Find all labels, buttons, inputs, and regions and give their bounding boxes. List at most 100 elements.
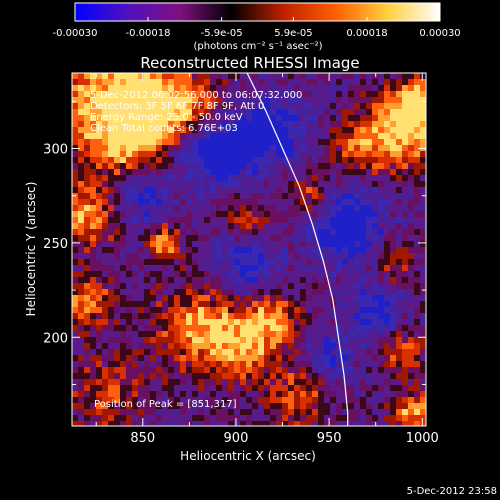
heatmap-cell (150, 157, 157, 164)
heatmap-cell (258, 397, 265, 404)
heatmap-cell (168, 175, 175, 182)
heatmap-cell (228, 205, 235, 212)
heatmap-cell (252, 187, 259, 194)
heatmap-cell (126, 391, 133, 398)
heatmap-cell (78, 385, 85, 392)
heatmap-cell (330, 343, 337, 350)
heatmap-cell (324, 175, 331, 182)
heatmap-cell (150, 331, 157, 338)
heatmap-cell (420, 121, 426, 128)
heatmap-cell (96, 79, 103, 86)
heatmap-cell (312, 307, 319, 314)
heatmap-cell (342, 307, 349, 314)
heatmap-cell (300, 217, 307, 224)
heatmap-cell (372, 415, 379, 422)
heatmap-cell (336, 283, 343, 290)
heatmap-cell (90, 391, 97, 398)
heatmap-cell (114, 139, 121, 146)
heatmap-cell (408, 325, 415, 332)
heatmap-cell (102, 151, 109, 158)
heatmap-cell (306, 265, 313, 272)
colorbar-tick-label: 0.00018 (346, 28, 387, 39)
heatmap-cell (306, 349, 313, 356)
heatmap-cell (186, 151, 193, 158)
heatmap-cell (252, 319, 259, 326)
heatmap-cell (276, 343, 283, 350)
heatmap-cell (168, 133, 175, 140)
heatmap-cell (258, 325, 265, 332)
heatmap-cell (240, 121, 247, 128)
heatmap-cell (270, 241, 277, 248)
heatmap-cell (384, 307, 391, 314)
heatmap-cell (216, 175, 223, 182)
heatmap-cell (258, 109, 265, 116)
heatmap-cell (114, 157, 121, 164)
heatmap-cell (162, 259, 169, 266)
heatmap-cell (318, 109, 325, 116)
heatmap-cell (264, 241, 271, 248)
heatmap-cell (348, 397, 355, 404)
heatmap-cell (288, 373, 295, 380)
heatmap-cell (198, 361, 205, 368)
heatmap-cell (252, 403, 259, 410)
heatmap-cell (354, 121, 361, 128)
heatmap-cell (246, 181, 253, 188)
heatmap-cell (192, 259, 199, 266)
heatmap-cell (354, 235, 361, 242)
heatmap-cell (162, 91, 169, 98)
heatmap-cell (354, 241, 361, 248)
heatmap-cell (144, 103, 151, 110)
heatmap-cell (330, 289, 337, 296)
heatmap-cell (348, 103, 355, 110)
heatmap-cell (222, 217, 229, 224)
heatmap-cell (222, 331, 229, 338)
heatmap-cell (396, 85, 403, 92)
heatmap-cell (144, 253, 151, 260)
heatmap-cell (96, 277, 103, 284)
heatmap-cell (204, 397, 211, 404)
heatmap-cell (294, 313, 301, 320)
heatmap-cell (366, 259, 373, 266)
heatmap-cell (378, 139, 385, 146)
heatmap-cell (420, 391, 426, 398)
heatmap-cell (222, 223, 229, 230)
heatmap-cell (336, 385, 343, 392)
heatmap-cell (156, 307, 163, 314)
heatmap-cell (180, 151, 187, 158)
heatmap-cell (84, 265, 91, 272)
heatmap-cell (72, 79, 79, 86)
heatmap-cell (186, 223, 193, 230)
heatmap-cell (144, 217, 151, 224)
heatmap-cell (270, 421, 277, 426)
heatmap-cell (372, 169, 379, 176)
heatmap-cell (180, 355, 187, 362)
heatmap-cell (132, 163, 139, 170)
heatmap-cell (306, 139, 313, 146)
heatmap-cell (354, 271, 361, 278)
heatmap-cell (246, 193, 253, 200)
heatmap-cell (354, 247, 361, 254)
heatmap-cell (120, 199, 127, 206)
heatmap-cell (246, 373, 253, 380)
heatmap-cell (240, 127, 247, 134)
heatmap-cell (396, 139, 403, 146)
heatmap-cell (246, 97, 253, 104)
heatmap-cell (282, 415, 289, 422)
heatmap-cell (300, 115, 307, 122)
heatmap-cell (330, 97, 337, 104)
colorbar-ticks: -0.00030 -0.00018 -5.9e-05 5.9e-05 0.00018 0.… (53, 17, 461, 39)
heatmap-cell (90, 193, 97, 200)
heatmap-cell (288, 283, 295, 290)
heatmap-cell (228, 319, 235, 326)
heatmap-cell (348, 199, 355, 206)
heatmap-cell (228, 355, 235, 362)
heatmap-cell (186, 379, 193, 386)
heatmap-cell (276, 103, 283, 110)
heatmap-cell (276, 241, 283, 248)
heatmap-cell (402, 331, 409, 338)
heatmap-cell (300, 271, 307, 278)
heatmap-cell (150, 319, 157, 326)
heatmap-cell (156, 193, 163, 200)
heatmap-cell (360, 91, 367, 98)
heatmap-cell (78, 421, 85, 426)
